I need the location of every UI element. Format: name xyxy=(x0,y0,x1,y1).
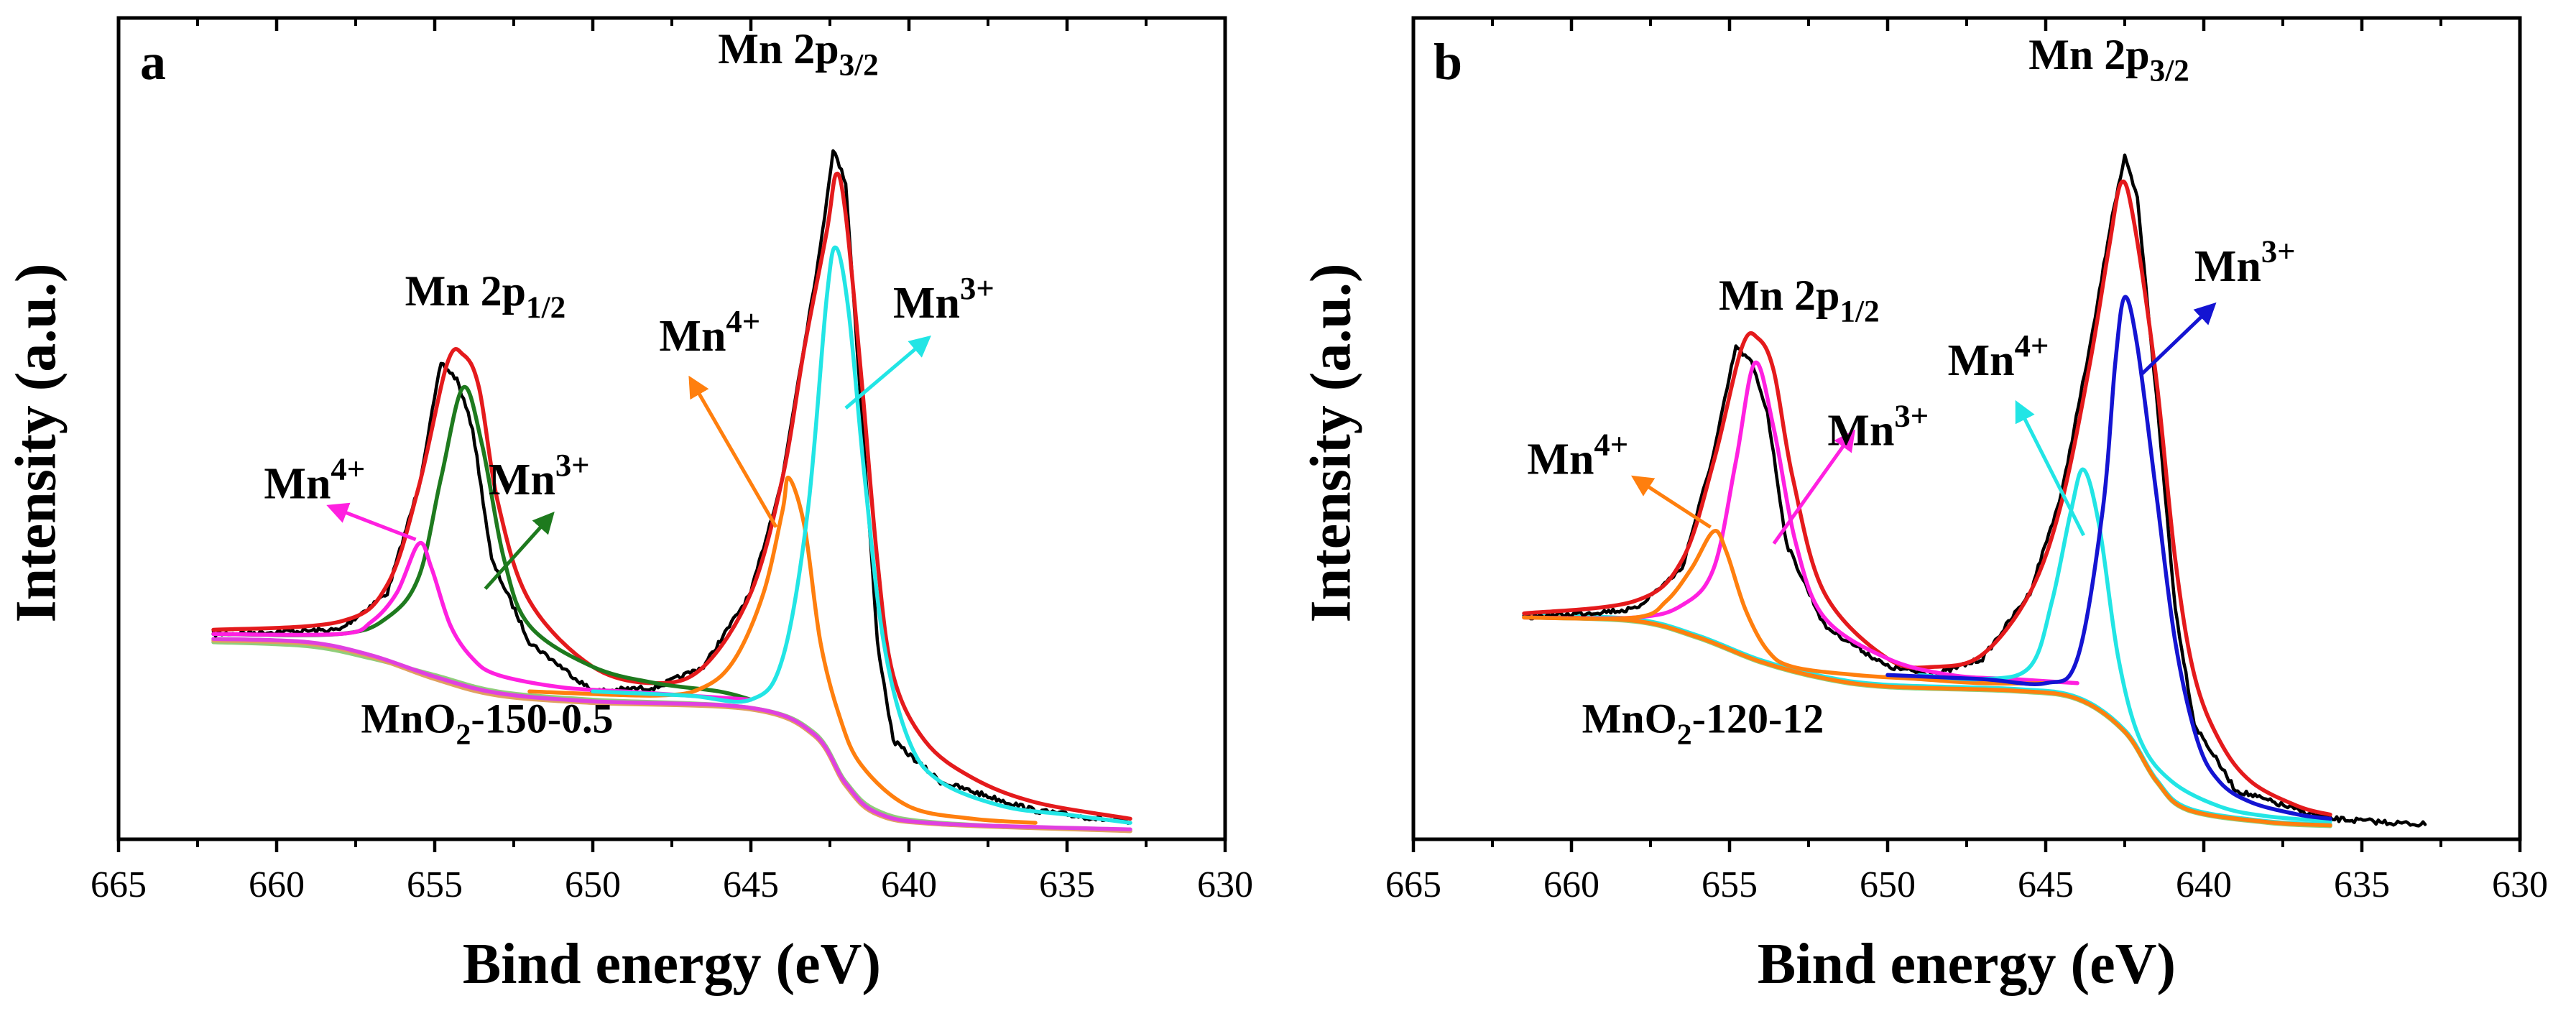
x-tick-label: 630 xyxy=(2492,864,2548,905)
annotation-arrow xyxy=(1772,429,1856,545)
x-tick-label: 665 xyxy=(1385,864,1441,905)
annotation-arrow xyxy=(1630,475,1712,529)
plot-frame xyxy=(116,16,1227,841)
x-tick-label: 645 xyxy=(2018,864,2074,905)
species-label-mn4plus: Mn4+ xyxy=(1948,328,2049,385)
peak-label-mn-2p3-2: Mn 2p3/2 xyxy=(2028,31,2189,88)
y-axis-title: Intensity (a.u.) xyxy=(4,263,68,622)
series-mn3-2p3-2 xyxy=(1885,295,2332,821)
x-tick-label: 645 xyxy=(723,864,779,905)
annotation-arrow xyxy=(2139,302,2217,377)
plot-frame xyxy=(1411,16,2522,841)
peak-label-mn-2p1-2: Mn 2p1/2 xyxy=(405,267,566,325)
x-tick-label: 635 xyxy=(2334,864,2390,905)
peak-label-mn-2p3-2: Mn 2p3/2 xyxy=(718,25,879,83)
x-tick-label: 650 xyxy=(565,864,621,905)
series-background-3 xyxy=(1522,614,2332,828)
species-label-mn4plus: Mn4+ xyxy=(1527,426,1628,484)
x-tick-label: 650 xyxy=(1860,864,1916,905)
y-axis-title: Intensity (a.u.) xyxy=(1299,263,1362,622)
series-envelope xyxy=(1522,179,2332,817)
species-label-mn3plus: Mn3+ xyxy=(1827,397,1929,455)
series-mn3-2p3-2 xyxy=(591,245,1132,825)
species-label-mn3plus: Mn3+ xyxy=(489,447,590,504)
x-tick-label: 655 xyxy=(1702,864,1758,905)
x-tick-label: 630 xyxy=(1197,864,1253,905)
series-mn4-2p3-2 xyxy=(527,476,1038,825)
panel-b: 665 660 655 650 645 640 635 630 Bind energy (eV)… xyxy=(1299,16,2548,996)
panel-label: a xyxy=(140,33,166,91)
x-axis-title: Bind energy (eV) xyxy=(463,933,881,996)
series-mn3-2p1-2 xyxy=(1522,360,2079,685)
annotation-arrow xyxy=(2015,400,2086,537)
series-envelope xyxy=(211,171,1132,821)
series-raw xyxy=(211,149,1132,825)
x-tick-label: 635 xyxy=(1039,864,1095,905)
x-tick-label: 655 xyxy=(407,864,463,905)
annotation-arrow xyxy=(326,502,417,542)
panel-a: 665 660 655 650 645 640 635 630 Bind energy (eV)… xyxy=(4,16,1253,996)
x-tick-label: 665 xyxy=(91,864,147,905)
series-background-3 xyxy=(211,637,1132,832)
x-tick-label: 660 xyxy=(249,864,305,905)
annotation-arrow xyxy=(688,375,778,528)
panel-label: b xyxy=(1434,33,1462,91)
species-label-mn4plus: Mn4+ xyxy=(264,451,365,509)
series-mn4-2p1-2 xyxy=(211,540,753,702)
series-mn3-2p1-2 xyxy=(211,384,753,702)
species-label-mn3plus: Mn3+ xyxy=(2194,234,2296,291)
species-label-mn4plus: Mn4+ xyxy=(659,303,760,361)
sample-label: MnO2-150-0.5 xyxy=(361,695,613,751)
x-tick-label: 640 xyxy=(881,864,937,905)
species-label-mn3plus: Mn3+ xyxy=(893,270,994,328)
series-mn4-2p3-2 xyxy=(1917,467,2332,823)
series-mn4-2p1-2 xyxy=(1522,529,2048,685)
x-axis-title: Bind energy (eV) xyxy=(1758,933,2176,996)
sample-label: MnO2-120-12 xyxy=(1582,695,1824,751)
annotation-arrow xyxy=(484,512,555,591)
annotation-arrow xyxy=(844,335,931,410)
peak-label-mn-2p1-2: Mn 2p1/2 xyxy=(1719,272,1880,329)
x-tick-label: 640 xyxy=(2176,864,2232,905)
x-tick-label: 660 xyxy=(1543,864,1599,905)
